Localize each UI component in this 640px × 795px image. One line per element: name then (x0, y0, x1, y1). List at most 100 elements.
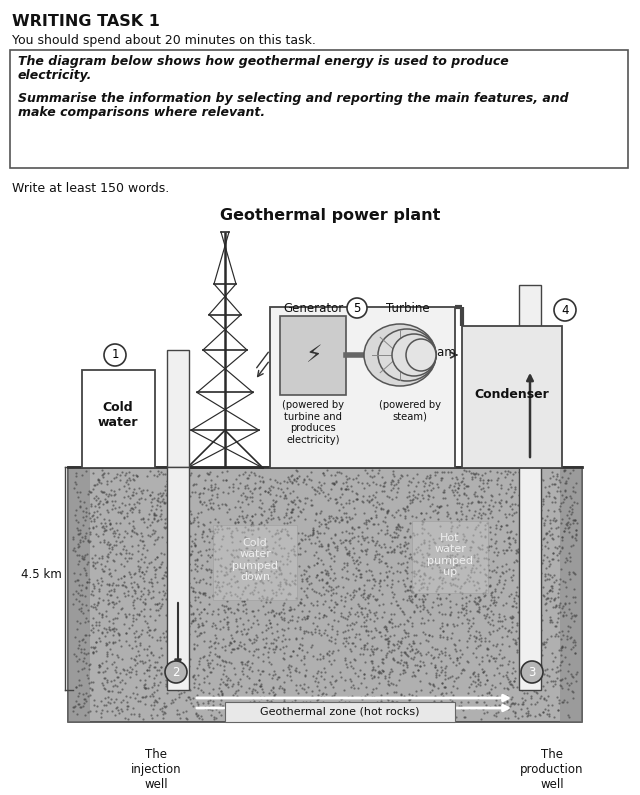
Point (508, 681, 518, 693)
Point (159, 630, 170, 643)
Point (259, 519, 269, 532)
Point (299, 682, 309, 695)
Point (449, 620, 459, 633)
Point (526, 496, 536, 509)
Point (200, 615, 211, 627)
Point (442, 631, 452, 644)
Point (137, 691, 147, 704)
Point (332, 627, 342, 640)
Point (435, 564, 445, 576)
Point (342, 548, 353, 560)
Point (314, 606, 324, 619)
Point (275, 642, 285, 655)
Point (371, 545, 381, 557)
Point (506, 626, 516, 638)
Point (414, 584, 424, 596)
Point (152, 551, 163, 564)
Point (83, 706, 93, 719)
Point (380, 632, 390, 645)
Point (88, 577, 99, 590)
Point (81, 648, 91, 661)
Point (186, 540, 196, 553)
Point (138, 572, 148, 585)
Point (170, 517, 180, 529)
Point (535, 502, 545, 515)
Point (276, 525, 287, 537)
Point (294, 494, 305, 506)
Point (367, 648, 378, 661)
Point (95, 516, 106, 529)
Point (502, 467, 513, 480)
Point (356, 525, 367, 538)
Point (430, 658, 440, 671)
Point (467, 473, 477, 486)
Point (269, 499, 280, 512)
Point (384, 645, 394, 657)
Point (236, 501, 246, 514)
Ellipse shape (406, 339, 436, 371)
Point (83, 689, 93, 702)
Point (164, 661, 175, 673)
Point (375, 574, 385, 587)
Point (472, 519, 483, 532)
Point (81, 547, 92, 560)
Point (104, 514, 114, 526)
Point (557, 640, 567, 653)
Point (556, 642, 566, 654)
Point (130, 584, 140, 597)
Point (156, 599, 166, 612)
Point (198, 518, 208, 530)
Text: Hot
water
pumped
up: Hot water pumped up (427, 533, 473, 577)
Point (161, 625, 172, 638)
Point (331, 475, 341, 488)
Point (491, 690, 501, 703)
Text: Geothermal power plant: Geothermal power plant (220, 208, 440, 223)
Point (415, 660, 425, 673)
Point (212, 523, 223, 536)
Point (104, 622, 114, 635)
Point (504, 677, 515, 690)
Point (374, 575, 385, 588)
Point (80, 692, 90, 705)
Point (433, 557, 443, 570)
Point (473, 510, 483, 523)
Point (284, 699, 294, 712)
Point (196, 627, 207, 640)
Point (477, 542, 487, 555)
Point (547, 680, 557, 692)
Point (471, 695, 481, 708)
Point (335, 700, 345, 713)
Point (466, 554, 476, 567)
Point (412, 468, 422, 481)
Point (188, 692, 198, 704)
Point (543, 591, 553, 604)
Point (520, 547, 530, 560)
Point (119, 663, 129, 676)
Point (522, 654, 532, 667)
Point (80, 615, 90, 628)
Point (513, 712, 524, 724)
Point (564, 596, 574, 609)
Point (114, 483, 124, 495)
Point (132, 559, 143, 572)
Point (296, 494, 306, 507)
Point (416, 582, 426, 595)
Point (431, 669, 441, 681)
Point (555, 476, 565, 489)
Point (170, 692, 180, 705)
Point (348, 473, 358, 486)
Point (179, 685, 189, 698)
Point (174, 610, 184, 622)
Point (383, 675, 394, 688)
Point (175, 626, 185, 639)
Point (262, 544, 272, 556)
Point (371, 594, 381, 607)
Point (149, 696, 159, 708)
Point (159, 696, 169, 709)
Point (74, 495, 84, 508)
Point (449, 560, 460, 573)
Point (511, 619, 522, 631)
Point (303, 681, 313, 693)
Point (484, 628, 495, 641)
Point (488, 652, 498, 665)
